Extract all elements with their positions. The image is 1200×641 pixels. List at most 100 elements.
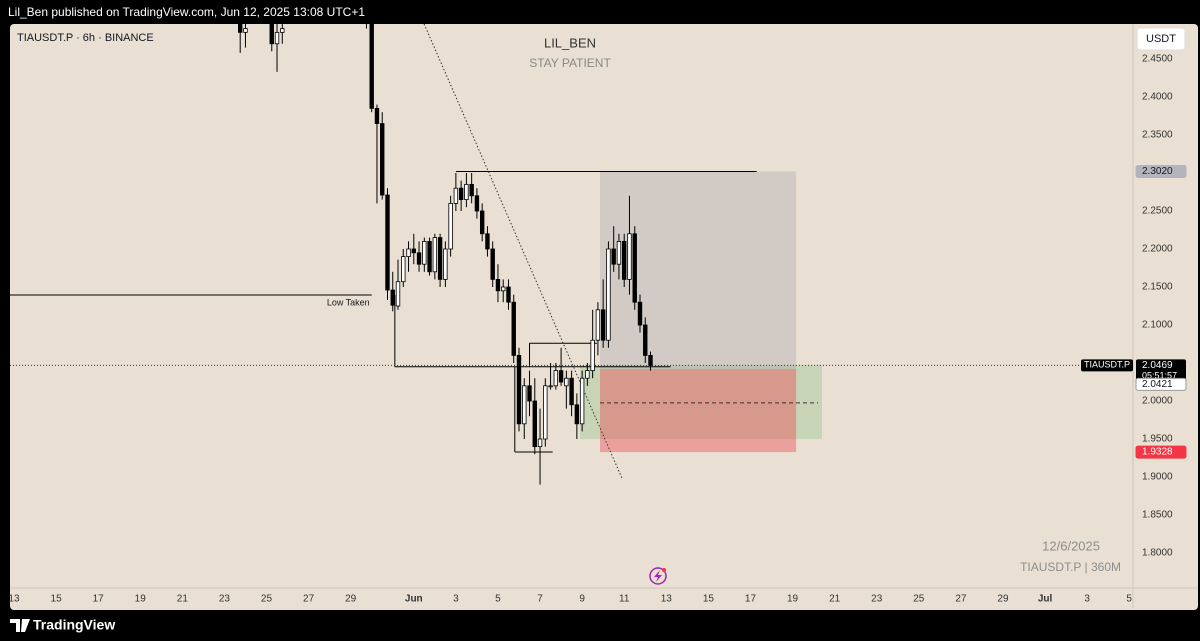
candle-body: [395, 281, 401, 307]
x-tick-label: 27: [303, 594, 315, 605]
currency-button[interactable]: [1136, 27, 1186, 51]
candle-body: [474, 195, 480, 212]
x-tick-label: 23: [219, 594, 231, 605]
candle-body: [595, 309, 601, 341]
stop-tag: [1135, 445, 1187, 459]
candle-body: [385, 194, 390, 291]
candle-body: [622, 240, 627, 280]
candle-body: [537, 438, 543, 448]
candle-body: [616, 240, 622, 265]
candle-body: [479, 210, 485, 235]
candle-body: [579, 377, 585, 425]
y-tick-label: 2.4000: [1142, 92, 1173, 103]
candle-body: [522, 385, 527, 425]
candle-body: [558, 370, 564, 383]
x-tick-label: 3: [453, 594, 459, 605]
candle-body: [564, 377, 569, 387]
symbol-title: TIAUSDT.P · 6h · BINANCE: [17, 32, 154, 44]
x-tick-label: 3: [1084, 594, 1090, 605]
x-tick-label: 11: [619, 594, 630, 605]
x-tick-label: 17: [93, 594, 105, 605]
symbol-tag-label: TIAUSDT.P: [1084, 360, 1130, 370]
candle-body: [453, 187, 459, 204]
plot-area: Low Taken: [10, 24, 1133, 485]
tradingview-logo: [10, 619, 30, 632]
x-tick-label: 13: [661, 594, 673, 605]
candle-body: [269, 24, 274, 45]
candle-body: [374, 107, 380, 124]
last-price-label: 2.0469: [1142, 360, 1173, 371]
candle-body: [632, 233, 637, 303]
candle-body: [406, 248, 411, 257]
y-tick-label: 2.2000: [1142, 244, 1173, 255]
y-tick-label: 2.1500: [1142, 282, 1173, 293]
candle-body: [611, 248, 616, 265]
candle-body: [590, 339, 595, 372]
candle-body: [501, 286, 506, 292]
candle-body: [437, 237, 443, 280]
candle-body: [495, 278, 501, 292]
currency-label: USDT: [1146, 33, 1176, 45]
countdown: 05:51:57: [1142, 371, 1177, 381]
watermark-date: 12/6/2025: [1042, 538, 1100, 553]
watermark-symbol: TIAUSDT.P | 360M: [1020, 560, 1121, 574]
symbol-tag: [1081, 359, 1133, 372]
x-tick-label: Jun: [405, 594, 423, 605]
x-tick-label: 13: [8, 594, 20, 605]
candle-body: [516, 355, 522, 425]
stop-tag-label: 1.9328: [1142, 447, 1173, 458]
candle-body: [411, 248, 416, 254]
candle-body: [369, 24, 374, 109]
candle-body: [648, 355, 653, 366]
heading: LIL_BEN: [544, 35, 596, 50]
candle-body: [469, 183, 474, 197]
candle-body: [574, 404, 580, 425]
candle-body: [511, 301, 516, 356]
candle-body: [506, 286, 511, 303]
candle-body: [569, 377, 574, 406]
x-tick-label: 9: [579, 594, 585, 605]
low-taken-label: Low Taken: [327, 297, 370, 307]
candle-body: [448, 202, 453, 250]
candle-body: [490, 248, 495, 280]
x-tick-label: 5: [495, 594, 501, 605]
x-tick-label: 25: [261, 594, 273, 605]
candle-body: [643, 324, 648, 356]
candle-body: [237, 24, 243, 33]
lightning-icon[interactable]: [649, 567, 667, 585]
candle-body: [401, 256, 406, 283]
candle-body: [548, 385, 553, 388]
candle-body: [627, 233, 632, 280]
y-tick-label: 1.9500: [1142, 434, 1173, 445]
candle-body: [485, 233, 490, 250]
x-tick-label: 15: [703, 594, 715, 605]
target-tag-label: 2.3020: [1142, 166, 1173, 177]
candle-body: [432, 237, 438, 273]
y-tick-label: 2.3500: [1142, 130, 1173, 141]
candle-body: [416, 252, 422, 265]
candle-body: [585, 370, 590, 379]
publish-header: Lil_Ben published on TradingView.com, Ju…: [8, 5, 365, 19]
y-tick-label: 2.0000: [1142, 396, 1173, 407]
y-tick-label: 1.9000: [1142, 472, 1173, 483]
last-price-tag: [1136, 359, 1186, 384]
y-tick-label: 2.4500: [1142, 54, 1173, 65]
x-tick-label: 27: [955, 594, 967, 605]
candle-body: [458, 187, 464, 200]
axes: 2.4500 2.4000 2.3500 2.2500 2.2000 2.1500 2.10…: [8, 54, 1187, 605]
x-tick-label: 29: [345, 594, 357, 605]
x-tick-label: 21: [829, 594, 841, 605]
candle-body: [600, 309, 606, 341]
candle-body: [427, 240, 432, 273]
trendline: [423, 24, 623, 479]
x-tick-label: 5: [1126, 594, 1132, 605]
y-tick-label: 2.2500: [1142, 206, 1173, 217]
x-tick-label: 7: [537, 594, 543, 605]
candle-body: [532, 400, 537, 448]
footer-brand: TradingView: [33, 617, 115, 633]
candle-body: [464, 183, 469, 200]
candle-body: [422, 240, 427, 265]
candle-body: [527, 385, 532, 402]
x-tick-label: Jul: [1038, 594, 1053, 605]
